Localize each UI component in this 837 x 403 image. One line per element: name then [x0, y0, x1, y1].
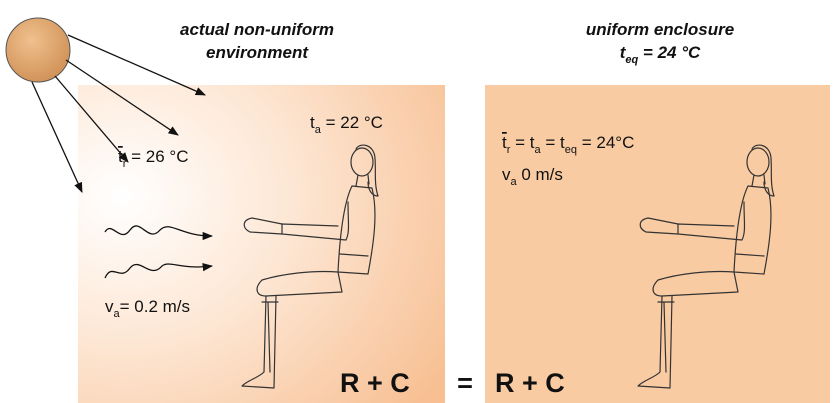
text-part: r [123, 158, 127, 170]
text-part: t [502, 133, 507, 152]
radiation-arrows [31, 34, 206, 193]
uniform-air-speed: va 0 m/s [502, 165, 563, 188]
left-heat-exchange: R + C [340, 368, 410, 398]
text-part: a [114, 308, 121, 320]
text-part: = 24 °C [638, 43, 701, 62]
text-part: t [310, 113, 315, 132]
text-part: a [511, 176, 518, 188]
text-part: = 26 °C [126, 147, 188, 166]
text-part: v [502, 165, 511, 184]
text-part: = 0.2 m/s [120, 297, 190, 316]
right-panel [485, 85, 830, 403]
text-part: r [507, 144, 511, 156]
left-title: environment [206, 43, 309, 62]
right-title: uniform enclosure [586, 20, 734, 39]
air-temp: ta = 22 °C [310, 113, 383, 136]
text-part: v [105, 297, 114, 316]
uniform-temps: tr = ta = teq = 24°C [502, 133, 634, 156]
text-part: eq [565, 144, 577, 156]
text-part: = t [510, 133, 534, 152]
air-speed: va= 0.2 m/s [105, 297, 190, 320]
radiant-temp: tr = 26 °C [118, 147, 189, 170]
air-flow-arrows [104, 225, 214, 279]
text-part: = 22 °C [321, 113, 383, 132]
text-part: t [620, 43, 627, 62]
text-part: = t [541, 133, 565, 152]
text-part: a [535, 144, 542, 156]
left-title: actual non-uniform [180, 20, 334, 39]
right-subtitle: teq = 24 °C [620, 43, 701, 66]
right-heat-exchange: R + C [495, 368, 565, 398]
equals: = [457, 368, 473, 398]
text-part: eq [625, 54, 638, 66]
text-part: a [315, 124, 322, 136]
sun [5, 17, 71, 83]
text-part: = 24°C [577, 133, 634, 152]
text-part: t [118, 147, 123, 166]
text-part: 0 m/s [517, 165, 563, 184]
left-panel [78, 85, 445, 403]
